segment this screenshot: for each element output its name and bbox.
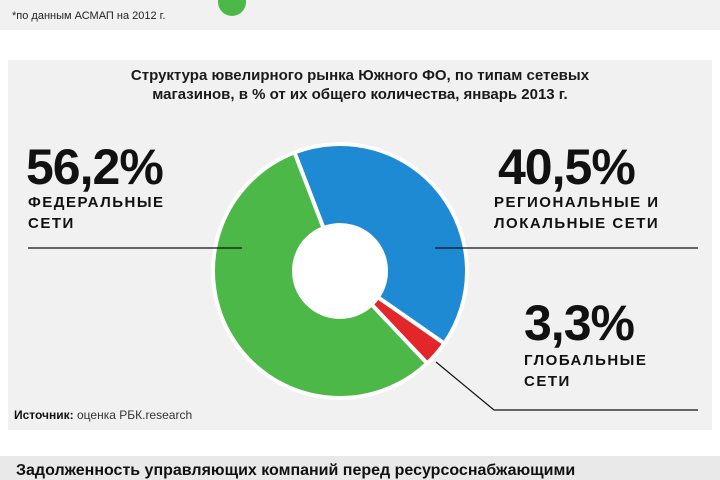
footnote: *по данным АСМАП на 2012 г. — [12, 10, 166, 22]
top-panel — [0, 0, 720, 30]
category-label-regional-line-2: ЛОКАЛЬНЫЕ СЕТИ — [494, 215, 660, 232]
category-label-federal: ФЕДЕРАЛЬНЫЕ СЕТИ — [28, 192, 165, 234]
value-label-regional: 40,5% — [498, 139, 636, 195]
value-label-federal: 56,2% — [26, 139, 164, 195]
category-label-regional-line-1: РЕГИОНАЛЬНЫЕ И — [494, 194, 660, 211]
category-label-global: ГЛОБАЛЬНЫЕ СЕТИ — [524, 350, 647, 392]
chart-title-line-1: Структура ювелирного рынка Южного ФО, по… — [130, 67, 590, 84]
category-label-global-line-1: ГЛОБАЛЬНЫЕ — [524, 352, 648, 369]
category-label-federal-line-1: ФЕДЕРАЛЬНЫЕ — [28, 194, 165, 211]
source-note: Источник: оценка РБК.research — [14, 408, 192, 422]
leader-line-global — [435, 361, 698, 411]
previous-chart-fragment — [218, 0, 246, 16]
next-section-title: Задолженность управляющих компаний перед… — [16, 462, 576, 479]
value-label-global: 3,3% — [524, 295, 635, 351]
category-label-regional: РЕГИОНАЛЬНЫЕ И ЛОКАЛЬНЫЕ СЕТИ — [494, 192, 660, 234]
category-label-global-line-2: СЕТИ — [524, 373, 571, 390]
donut-hole — [294, 225, 386, 317]
next-section-panel — [0, 456, 720, 480]
chart-title: Структура ювелирного рынка Южного ФО, по… — [0, 66, 720, 104]
source-prefix: Источник: — [14, 408, 74, 422]
category-label-federal-line-2: СЕТИ — [28, 215, 75, 232]
chart-title-line-2: магазинов, в % от их общего количества, … — [152, 86, 568, 103]
source-text: оценка РБК.research — [77, 408, 193, 422]
